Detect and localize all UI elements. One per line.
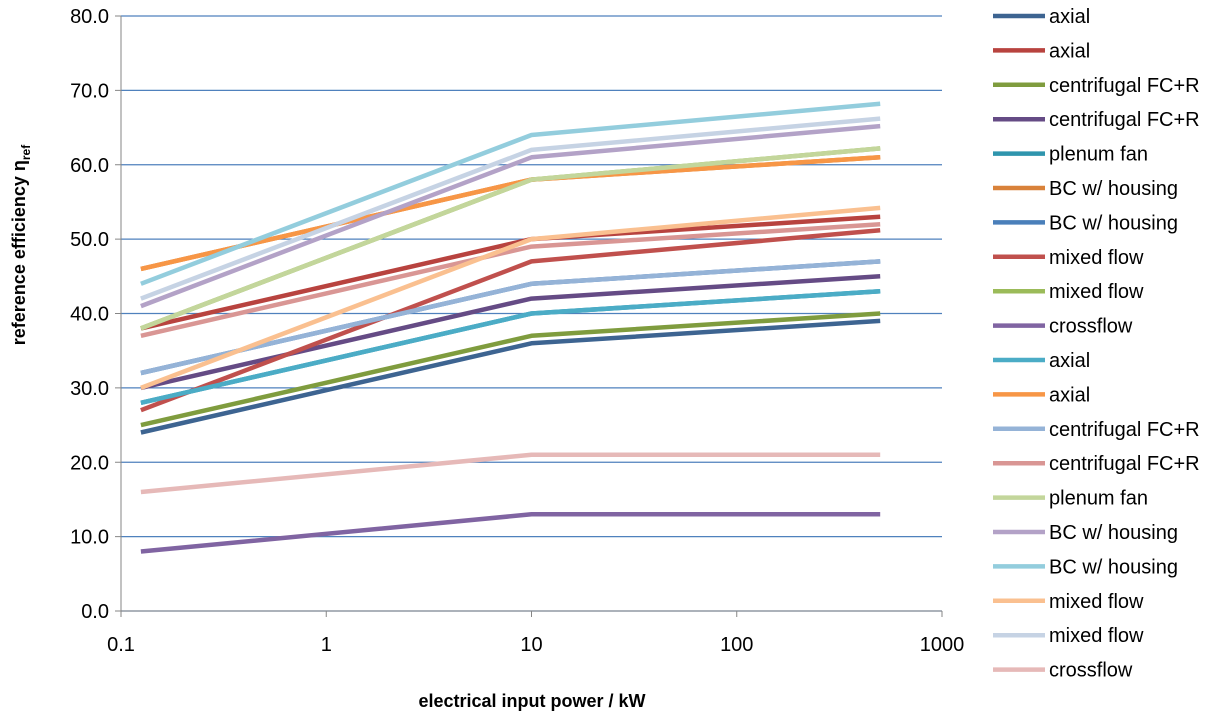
x-tick-label: 100 (720, 634, 753, 656)
x-tick-label: 0.1 (107, 634, 135, 656)
y-tick-label: 20.0 (70, 452, 109, 474)
legend: axial axial centrifugal FC+R centrifugal FC… (993, 6, 1200, 682)
legend-label: plenum fan (1049, 488, 1148, 510)
legend-label: BC w/ housing (1049, 212, 1178, 234)
legend-label: BC w/ housing (1049, 556, 1178, 578)
legend-label: mixed flow (1049, 625, 1144, 647)
series-line-3 (140, 311, 881, 428)
series-line-14 (140, 222, 881, 338)
series-line-16 (140, 123, 881, 309)
y-axis-title-main: reference efficiency η (9, 160, 29, 345)
y-axis-ticks: 0.0 10.0 20.0 30.0 40.0 50.0 60.0 70.0 80.0 (70, 6, 122, 623)
y-tick-label: 70.0 (70, 80, 109, 102)
legend-label: BC w/ housing (1049, 522, 1178, 544)
y-axis-title: reference efficiency ηref (9, 144, 33, 345)
legend-label: crossflow (1049, 660, 1133, 682)
legend-label: centrifugal FC+R (1049, 109, 1200, 131)
y-tick-label: 10.0 (70, 527, 109, 549)
x-tick-label: 1000 (920, 634, 965, 656)
series-line-19 (140, 116, 881, 301)
legend-label: plenum fan (1049, 144, 1148, 166)
y-tick-label: 30.0 (70, 378, 109, 400)
series-lines (140, 101, 881, 554)
series-line-11 (140, 288, 881, 405)
legend-label: BC w/ housing (1049, 178, 1178, 200)
y-tick-label: 50.0 (70, 229, 109, 251)
series-line-13 (140, 259, 881, 376)
series-line-15 (140, 146, 881, 331)
legend-label: crossflow (1049, 316, 1133, 338)
legend-label: centrifugal FC+R (1049, 419, 1200, 441)
legend-label: axial (1049, 350, 1090, 372)
legend-label: mixed flow (1049, 591, 1144, 613)
y-tick-label: 40.0 (70, 304, 109, 326)
legend-label: mixed flow (1049, 247, 1144, 269)
legend-label: axial (1049, 6, 1090, 28)
series-line-20 (140, 452, 881, 495)
x-tick-label: 10 (520, 634, 542, 656)
legend-label: axial (1049, 40, 1090, 62)
series-line-1 (140, 318, 881, 435)
series-line-17 (140, 101, 881, 286)
x-axis-ticks: 0.1 1 10 100 1000 (107, 610, 965, 656)
x-axis-title: electrical input power / kW (418, 691, 645, 711)
legend-label: axial (1049, 384, 1090, 406)
series-line-4 (140, 274, 881, 391)
legend-label: mixed flow (1049, 281, 1144, 303)
y-tick-label: 0.0 (81, 601, 109, 623)
series-line-18 (140, 205, 881, 391)
y-axis-title-subscript: ref (19, 144, 33, 160)
x-tick-label: 1 (321, 634, 332, 656)
series-line-10 (140, 512, 881, 554)
y-tick-label: 80.0 (70, 6, 109, 28)
series-line-8 (140, 227, 881, 413)
legend-label: centrifugal FC+R (1049, 75, 1200, 97)
y-tick-label: 60.0 (70, 155, 109, 177)
legend-label: centrifugal FC+R (1049, 453, 1200, 475)
